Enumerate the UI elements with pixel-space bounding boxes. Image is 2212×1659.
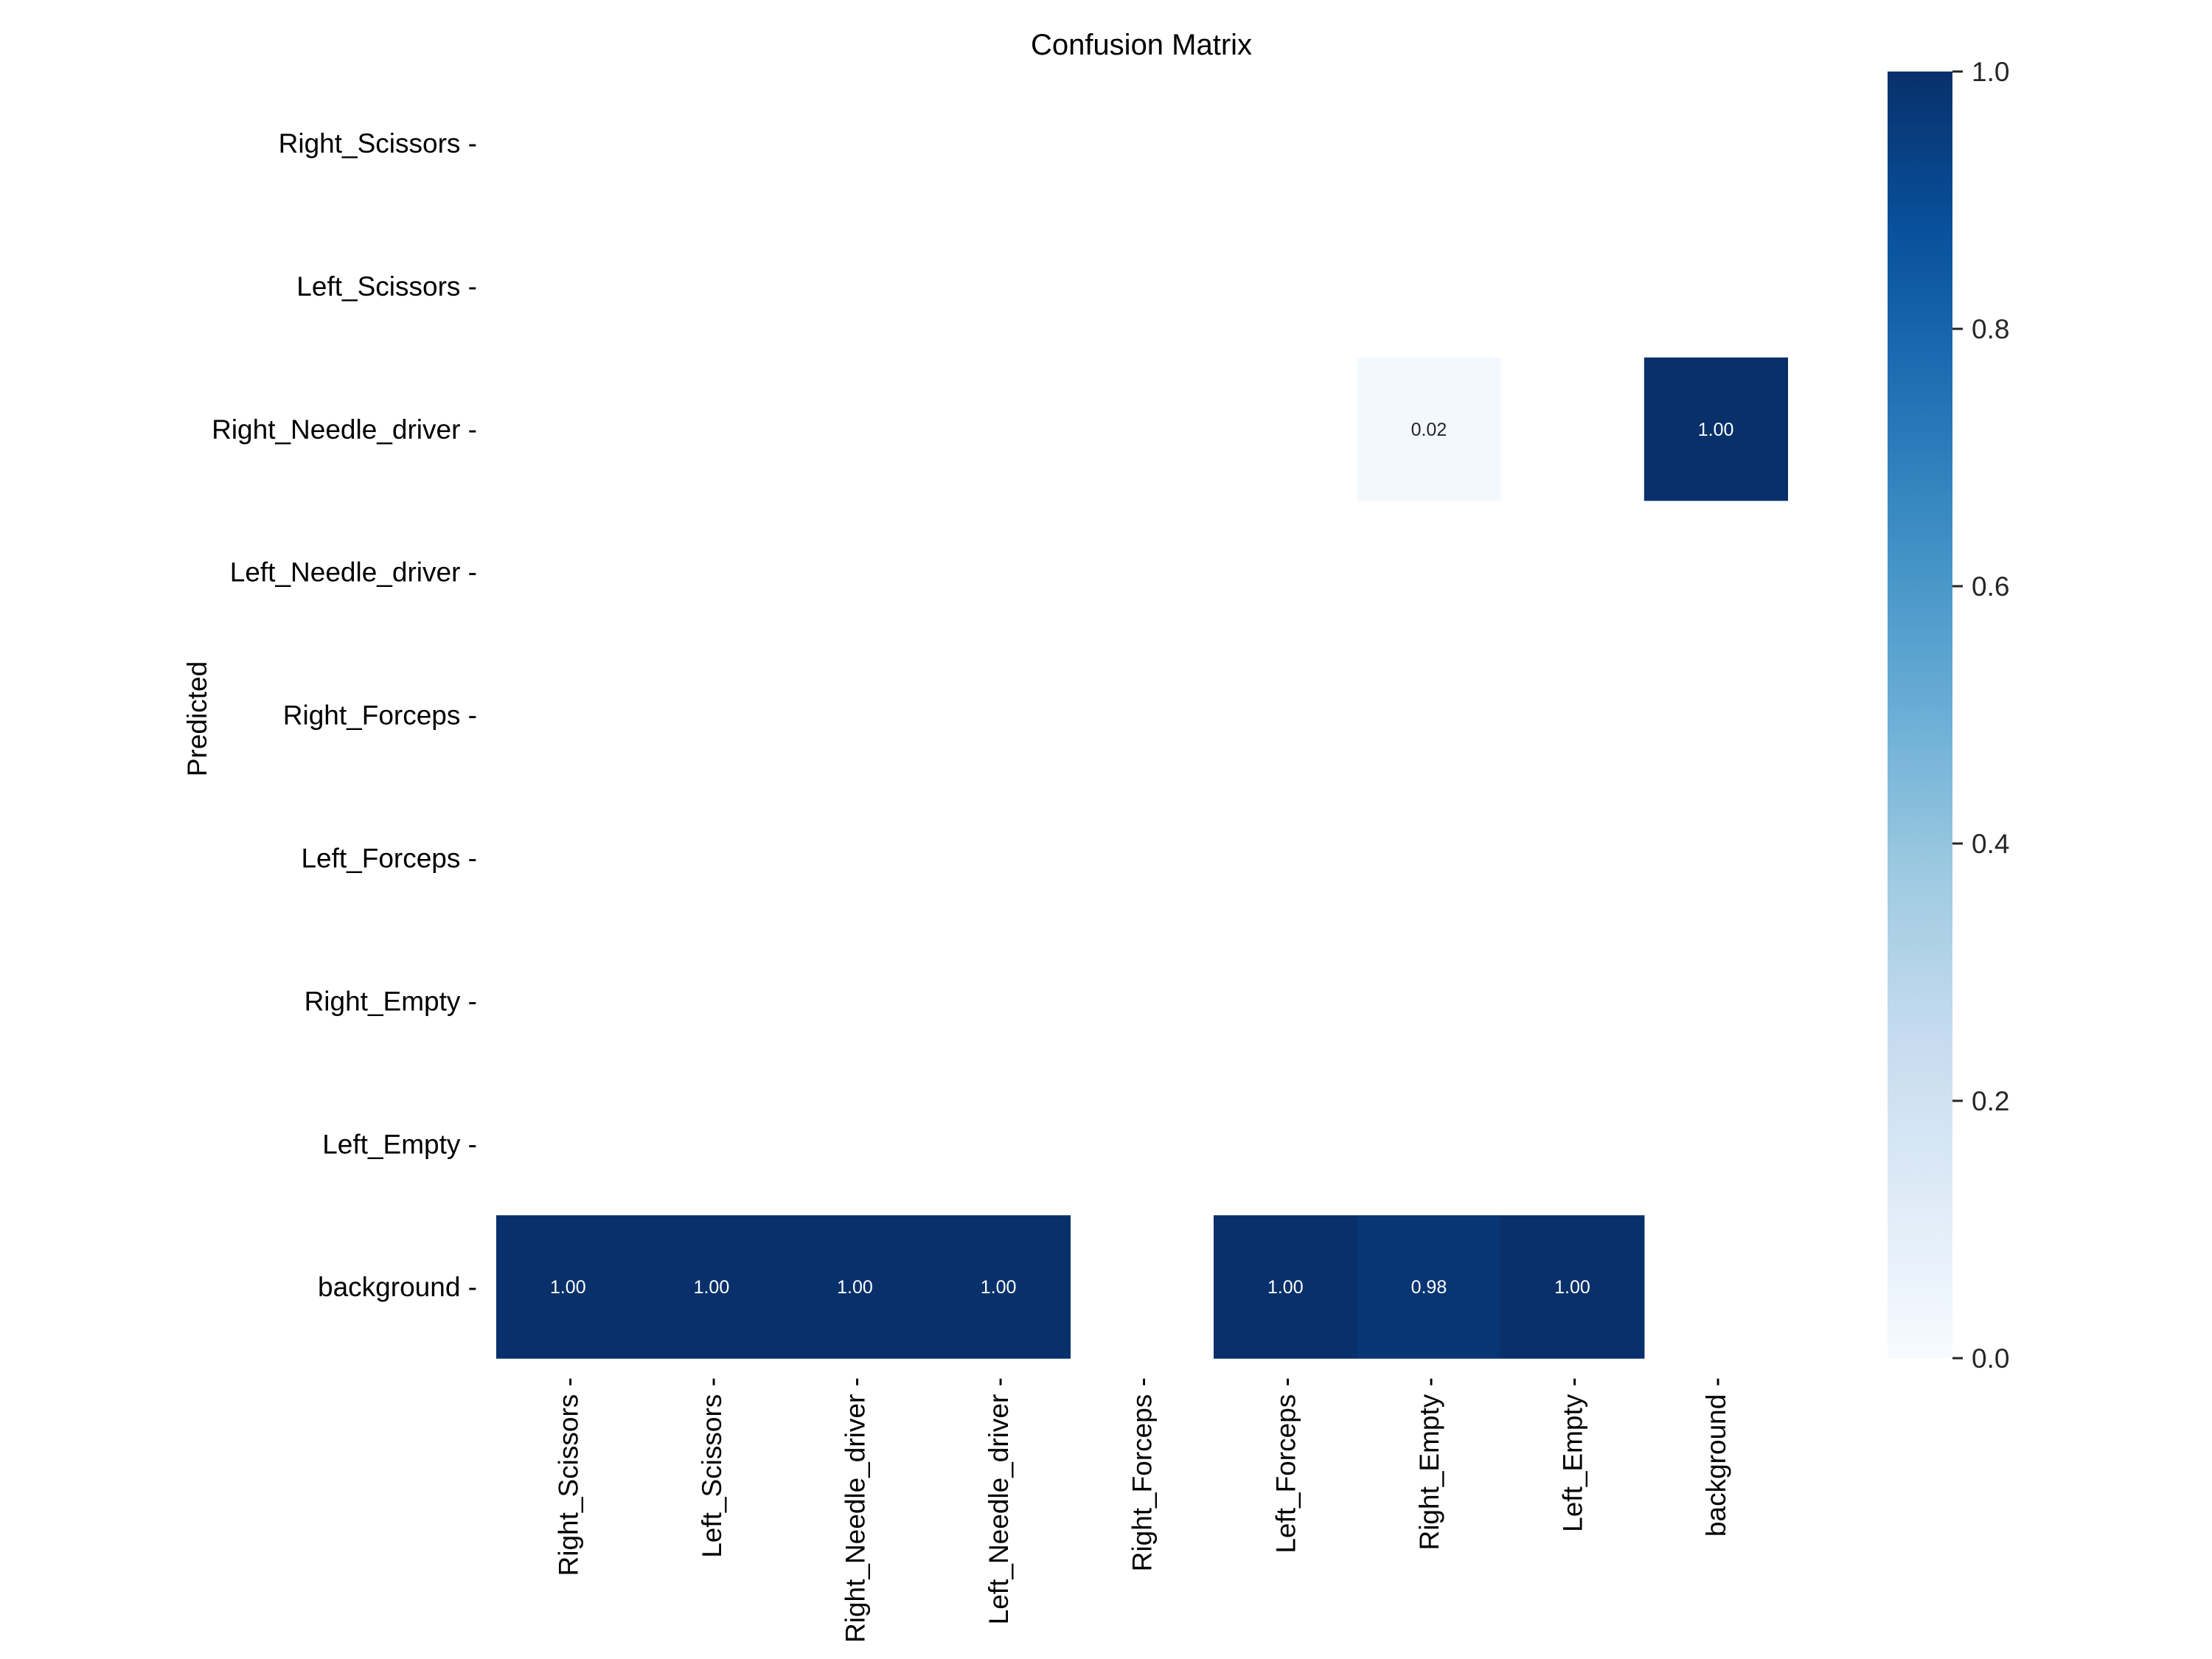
y-axis-ticks: Right_Scissors - Left_Scissors - Right_Nee…: [212, 128, 477, 1302]
x-tick-label: Right_Forceps -: [1127, 1377, 1158, 1571]
y-tick-label: Right_Forceps -: [283, 700, 477, 731]
heatmap-cell: [1500, 1215, 1645, 1359]
colorbar-tick-label: 0.4: [1972, 829, 2009, 859]
x-tick-label: Left_Needle_driver -: [984, 1377, 1014, 1624]
x-tick-label: Right_Needle_driver -: [841, 1377, 871, 1643]
heatmap-cell: [1214, 1215, 1358, 1359]
y-tick-label: Left_Forceps -: [301, 843, 477, 873]
heatmap-cell: [1644, 357, 1788, 501]
y-tick-label: Left_Needle_driver -: [230, 557, 477, 588]
cell-value-label: 1.00: [1698, 420, 1734, 440]
y-axis-label: Predicted: [182, 661, 212, 776]
y-tick-label: Right_Scissors -: [279, 128, 477, 159]
colorbar-tick-label: 0.0: [1972, 1343, 2009, 1374]
heatmap-cell: [496, 1215, 641, 1359]
heatmap-cell: [639, 1215, 784, 1359]
x-tick-label: Right_Empty -: [1414, 1377, 1444, 1550]
x-tick-label: background -: [1701, 1377, 1731, 1537]
heatmap-cell: [926, 1215, 1071, 1359]
cell-value-label: 1.00: [694, 1277, 730, 1298]
colorbar-tick-label: 1.0: [1972, 57, 2009, 87]
x-tick-label: Left_Empty -: [1558, 1377, 1588, 1532]
cell-value-label: 0.02: [1411, 420, 1447, 440]
colorbar-tick-label: 0.2: [1972, 1086, 2009, 1116]
cell-value-label: 1.00: [550, 1277, 586, 1298]
y-tick-label: Left_Scissors -: [296, 271, 477, 302]
chart-title: Confusion Matrix: [1031, 29, 1252, 61]
heatmap-cell: [1357, 357, 1501, 501]
colorbar: [1888, 72, 1952, 1358]
y-tick-label: Left_Empty -: [322, 1129, 477, 1159]
heatmap-cell: [783, 1215, 928, 1359]
cell-value-label: 1.00: [1267, 1277, 1304, 1298]
y-tick-label: Right_Needle_driver -: [212, 414, 477, 445]
x-tick-label: Left_Scissors -: [697, 1377, 727, 1558]
colorbar-tick-label: 0.6: [1972, 571, 2009, 602]
x-tick-label: Right_Scissors -: [553, 1377, 583, 1576]
heatmap-cell: [1357, 1215, 1501, 1359]
colorbar-tick-label: 0.8: [1972, 314, 2009, 344]
y-tick-label: background -: [318, 1272, 477, 1302]
x-tick-label: Left_Forceps -: [1270, 1377, 1301, 1554]
cell-value-label: 1.00: [1554, 1277, 1590, 1298]
cell-value-label: 1.00: [837, 1277, 873, 1298]
y-tick-label: Right_Empty -: [305, 986, 477, 1016]
cell-value-label: 1.00: [981, 1277, 1017, 1298]
cell-value-label: 0.98: [1411, 1277, 1447, 1298]
x-axis-ticks: Right_Scissors - Left_Scissors - Right_Nee…: [553, 1377, 1731, 1643]
colorbar-ticks: 0.0 0.2 0.4 0.6 0.8 1.0: [1952, 57, 2009, 1374]
heatmap-cells: 0.02 1.00 1.00 1.00 1.00 1.00 1.00 0.98 1.00: [496, 357, 1788, 1359]
